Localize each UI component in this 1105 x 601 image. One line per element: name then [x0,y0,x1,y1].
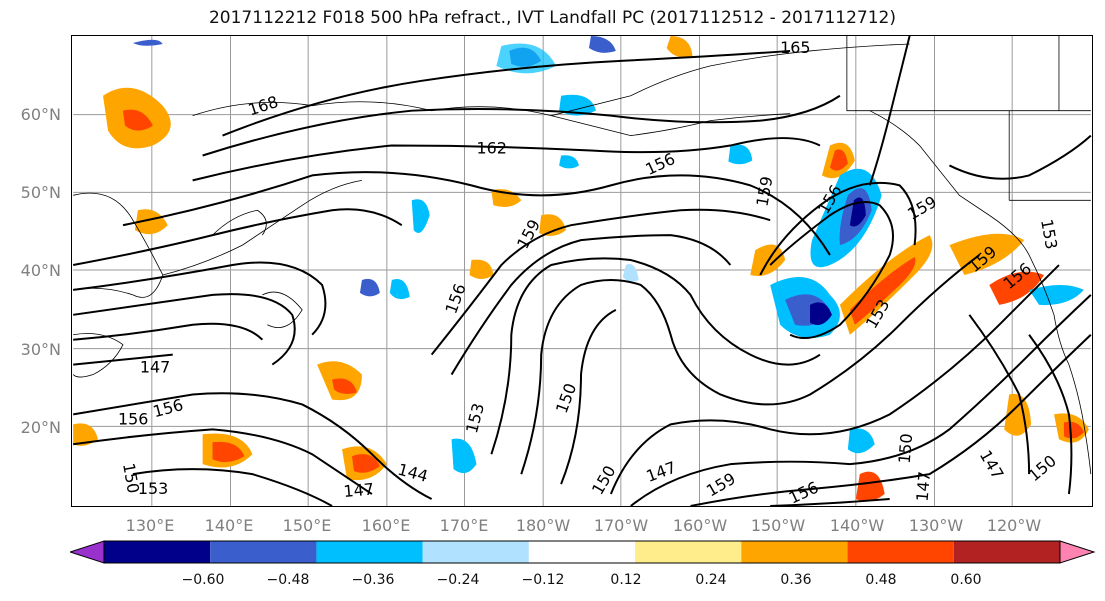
lon-label: 170°E [439,516,489,535]
contour-label: 147 [343,479,375,501]
colorbar-tick-label: 0.60 [950,572,982,588]
colorbar-segment [847,541,954,563]
lon-label: 180°W [515,516,571,535]
contour-label: 156 [642,149,678,179]
colorbar-tick-label: −0.12 [521,572,565,588]
lon-label: 140°W [829,516,885,535]
contour-label: 150 [895,433,917,465]
lon-label: 150°E [282,516,332,535]
colorbar-tick-label: −0.36 [351,572,395,588]
contour-label: 156 [151,395,185,421]
shaded-patches [73,36,1089,502]
colorbar-tick-label: 0.36 [780,572,812,588]
lon-label: 130°E [125,516,175,535]
contour-label: 147 [976,447,1008,483]
lon-label: 120°W [986,516,1042,535]
map-canvas: 165 168 162 156 159 156 159 159 156 153 … [72,36,1092,506]
contour-label: 153 [138,479,168,498]
lat-label: 40°N [20,261,61,280]
lon-label: 160°E [361,516,411,535]
contour-label-group: 165 168 162 156 159 156 159 159 156 153 … [118,38,1061,506]
contour-label: 159 [752,175,776,208]
colorbar [70,540,1096,564]
colorbar-border [103,540,1061,564]
contour-label: 147 [913,470,935,502]
lon-label: 150°W [750,516,806,535]
colorbar-segment [741,541,848,563]
colorbar-segment [104,541,211,563]
colorbar-tick-label: 0.24 [695,572,727,588]
contour-lines [72,36,1092,506]
contour-label: 156 [786,478,822,506]
colorbar-tick-label: 0.12 [610,572,642,588]
lon-label: 160°W [672,516,728,535]
lat-label: 50°N [20,183,61,202]
colorbar-tick-label: −0.24 [436,572,480,588]
colorbar-segments [70,540,1096,564]
colorbar-segment [316,541,423,563]
contour-label: 150 [119,462,143,495]
colorbar-tick-label: −0.60 [181,572,225,588]
contour-label: 165 [780,38,810,57]
contour-label: 150 [1024,451,1059,485]
map-panel: 165 168 162 156 159 156 159 159 156 153 … [71,35,1093,507]
colorbar-segment [528,541,636,563]
lon-label: 140°E [204,516,254,535]
colorbar-segment [953,541,1060,563]
contour-label: 162 [476,139,506,158]
colorbar-segment [422,541,529,563]
colorbar-extend-low [70,540,105,564]
contour-label: 153 [1037,218,1061,251]
contour-label: 150 [552,381,580,416]
colorbar-tick-label: −0.48 [266,572,310,588]
chart-title: 2017112212 F018 500 hPa refract., IVT La… [208,8,896,28]
colorbar-segment [210,541,317,563]
contour-label: 144 [396,460,430,486]
contour-label: 156 [118,409,148,428]
colorbar-segment [635,541,742,563]
contour-label: 153 [462,401,488,435]
colorbar-tick-label: 0.48 [865,572,897,588]
lat-label: 60°N [20,105,61,124]
lat-label: 30°N [20,340,61,359]
lon-label: 170°W [593,516,649,535]
contour-label: 159 [703,469,739,501]
lat-label: 20°N [20,418,61,437]
lon-label: 130°W [908,516,964,535]
colorbar-extend-high [1059,540,1096,564]
contour-label: 147 [140,358,170,377]
contour-label: 159 [513,216,544,252]
contour-label: 150 [588,462,620,498]
